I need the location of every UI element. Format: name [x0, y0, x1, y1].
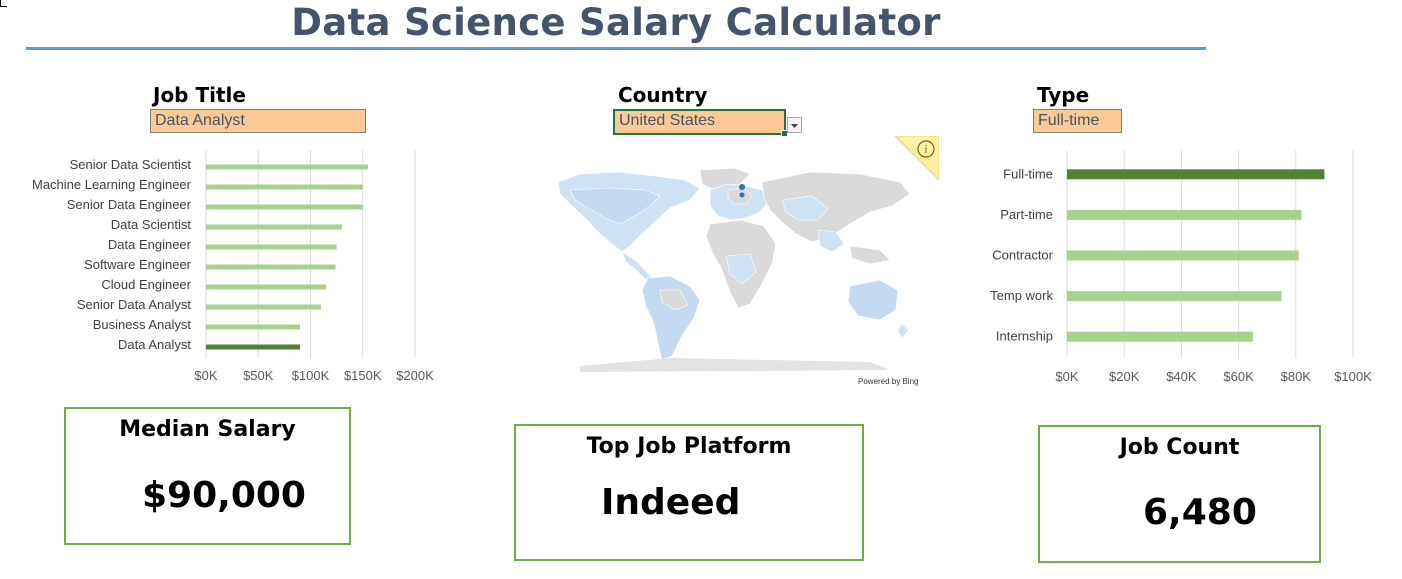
job-count-card: Job Count 6,480 — [1038, 425, 1321, 563]
bar[interactable] — [206, 184, 363, 190]
bar[interactable] — [1067, 209, 1302, 220]
bar[interactable] — [1067, 331, 1253, 342]
corner-mark — [0, 0, 7, 7]
x-tick-label: $40K — [1166, 369, 1197, 384]
median-salary-label: Median Salary — [119, 417, 296, 442]
bar[interactable] — [206, 324, 301, 330]
world-map[interactable] — [550, 160, 920, 375]
bar[interactable] — [206, 344, 301, 350]
title-rule — [26, 47, 1206, 50]
x-tick-label: $80K — [1281, 369, 1312, 384]
top-job-platform-card: Top Job Platform Indeed — [514, 424, 864, 561]
category-label: Internship — [996, 329, 1053, 344]
page-title: Data Science Salary Calculator — [291, 1, 941, 44]
location-pin-icon — [739, 184, 746, 190]
x-tick-label: $50K — [243, 368, 274, 383]
job-count-value: 6,480 — [1143, 492, 1257, 533]
top-job-platform-label: Top Job Platform — [586, 434, 792, 459]
job-title-salary-chart: $0K $50K $100K $150K $200K Senior Data Scient… — [32, 150, 434, 383]
chevron-down-icon — [791, 124, 798, 128]
category-label: Machine Learning Engineer — [32, 177, 192, 192]
median-salary-card: Median Salary $90,000 — [64, 407, 351, 545]
selection-handle — [781, 130, 788, 137]
category-label: Business Analyst — [93, 317, 192, 332]
x-tick-label: $100K — [292, 368, 330, 383]
map-landmass — [557, 167, 911, 372]
bar[interactable] — [206, 284, 327, 290]
bar[interactable] — [206, 224, 342, 230]
category-label: Data Analyst — [118, 337, 191, 352]
bar[interactable] — [206, 204, 363, 210]
info-icon: i — [917, 140, 935, 158]
country-field[interactable]: United States — [613, 109, 788, 137]
country-field-value: United States — [619, 112, 716, 129]
median-salary-value: $90,000 — [142, 475, 306, 516]
job-title-field[interactable]: Data Analyst — [150, 109, 366, 133]
x-tick-label: $0K — [194, 368, 217, 383]
category-label: Full-time — [1003, 166, 1053, 181]
map-attribution: Powered by Bing — [858, 377, 919, 386]
job-count-label: Job Count — [1119, 435, 1240, 460]
category-label: Data Scientist — [111, 217, 192, 232]
category-label: Senior Data Engineer — [67, 197, 192, 212]
category-label: Cloud Engineer — [101, 277, 191, 292]
svg-text:i: i — [925, 144, 927, 156]
category-label: Senior Data Scientist — [70, 157, 192, 172]
bar[interactable] — [206, 264, 336, 270]
type-label: Type — [1037, 83, 1090, 107]
top-job-platform-value: Indeed — [601, 482, 741, 523]
country-dropdown-button[interactable] — [787, 117, 802, 133]
x-tick-label: $60K — [1223, 369, 1254, 384]
category-label: Data Engineer — [108, 237, 192, 252]
bar[interactable] — [1067, 291, 1282, 302]
category-label: Temp work — [990, 288, 1053, 303]
bar[interactable] — [206, 304, 321, 310]
note-flag[interactable]: i — [895, 136, 939, 180]
category-label: Senior Data Analyst — [77, 297, 192, 312]
job-title-label: Job Title — [153, 83, 246, 107]
bar[interactable] — [1067, 169, 1325, 180]
job-type-salary-chart: $0K $20K $40K $60K $80K $100K Full-time Part-ti… — [990, 150, 1372, 384]
bar[interactable] — [206, 244, 337, 250]
x-tick-label: $0K — [1055, 369, 1078, 384]
x-tick-label: $200K — [396, 368, 434, 383]
category-label: Part-time — [1000, 207, 1053, 222]
bar[interactable] — [1067, 250, 1299, 261]
category-label: Contractor — [992, 248, 1053, 263]
type-field[interactable]: Full-time — [1033, 109, 1122, 133]
x-tick-label: $150K — [344, 368, 382, 383]
x-tick-label: $100K — [1334, 369, 1372, 384]
country-label: Country — [618, 83, 708, 107]
bar[interactable] — [206, 164, 368, 170]
x-tick-label: $20K — [1109, 369, 1140, 384]
category-label: Software Engineer — [84, 257, 192, 272]
